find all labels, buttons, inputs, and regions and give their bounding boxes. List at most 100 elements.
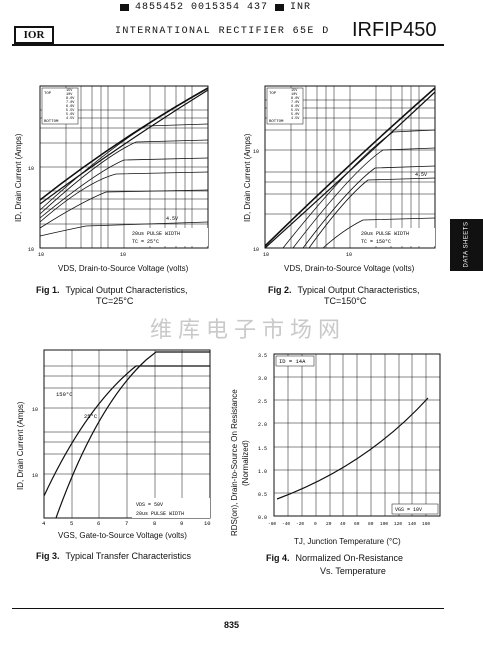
header-bar: 4855452 0015354 437 INR	[0, 0, 483, 16]
fig3-curve-150c	[43, 365, 210, 497]
fig1-note-1: 20us PULSE WIDTH	[132, 231, 180, 237]
fig3-xlabel: VGS, Gate-to-Source Voltage (volts)	[58, 531, 187, 540]
fig2-ytick-1: 10	[253, 149, 259, 155]
fig4-grid	[273, 353, 441, 517]
fig1-curve-10v	[39, 89, 209, 205]
fig1-note-box	[130, 228, 208, 246]
barcode-block-left	[120, 4, 129, 11]
fig4-caption-num: Fig 4.	[266, 553, 290, 563]
fig2-xlabel: VDS, Drain-to-Source Voltage (volts)	[284, 264, 415, 273]
fig1-vgs-0: 15V	[66, 89, 73, 93]
fig1-curve-15v	[39, 87, 209, 201]
fig1-vgs-4: 6.0V	[66, 105, 75, 109]
fig4-curve	[276, 397, 429, 500]
fig2-ytick-0: 10	[253, 247, 259, 253]
fig1-curve-5v	[39, 189, 209, 229]
fig4-chart: ID = 14A VGS = 10V 3.5 3.0 2.5 2.0 1.5 1…	[258, 353, 441, 527]
fig3-xtick-2: 6	[97, 520, 100, 526]
fig2-caption-text: Typical Output Characteristics,	[297, 285, 420, 295]
fig3-xtick-5: 9	[180, 520, 183, 526]
header-rule	[12, 44, 444, 46]
side-tab-label: DATA SHEETS	[463, 221, 470, 268]
fig2-curve-10v	[264, 91, 436, 249]
fig4-id-box	[275, 355, 315, 367]
fig1-vgs-7: 4.5V	[66, 117, 75, 121]
fig2-caption-2: TC=150°C	[324, 296, 367, 306]
fig1-xtick-0: 10	[38, 252, 44, 258]
fig2-curve-6v	[302, 165, 436, 249]
fig3-xtick-0: 4	[42, 520, 46, 526]
barcode-suffix: INR	[290, 2, 312, 13]
fig3-label-150c: 150°C	[56, 391, 73, 398]
fig2-legend-top: TOP	[269, 92, 277, 96]
fig2-curve-15v	[264, 87, 436, 247]
fig1-caption: Fig 1. Typical Output Characteristics,	[36, 285, 188, 295]
company-logo: IOR	[14, 26, 54, 44]
fig4-xtick-5: 40	[340, 521, 346, 527]
fig2-xtick-0: 10	[263, 252, 269, 258]
fig1-vgs-3: 7.0V	[66, 101, 75, 105]
part-number: IRFIP450	[352, 19, 437, 41]
fig2-vgs-3: 7.0V	[291, 101, 300, 105]
page-number: 835	[224, 620, 240, 630]
fig2-ylabel: ID, Drain Current (Amps)	[243, 133, 252, 222]
watermark: 维库电子市场网	[150, 318, 347, 343]
fig1-caption-text: Typical Output Characteristics,	[65, 285, 188, 295]
fig4-xtick-3: 0	[314, 521, 317, 527]
fig2-curve-55v	[308, 177, 436, 249]
fig1-vgs-1: 10V	[66, 93, 73, 97]
fig1-xtick-1: 10	[120, 252, 126, 258]
fig2-vgs-5: 5.5V	[291, 109, 300, 113]
fig4-xtick-0: -60	[268, 521, 276, 527]
fig1-vgs-2: 8.0V	[66, 97, 75, 101]
fig2-curve-8v	[282, 129, 436, 249]
fig1-ytick-1: 10	[28, 166, 34, 172]
fig4-xtick-9: 120	[394, 521, 402, 527]
fig3-ylabel: ID, Drain Current (Amps)	[16, 401, 25, 490]
fig4-ytick-6: 3.0	[258, 376, 267, 382]
fig4-ytick-7: 3.5	[258, 353, 267, 359]
fig3-curve-25c	[55, 351, 210, 519]
fig3-caption-num: Fig 3.	[36, 551, 60, 561]
fig2-vgs-6: 5.0V	[291, 113, 300, 117]
fig3-note-box	[132, 498, 210, 518]
fig4-xtick-2: -20	[296, 521, 304, 527]
fig4-ytick-3: 1.5	[258, 446, 267, 452]
fig1-curve-label: 4.5V	[166, 216, 178, 222]
fig4-ytick-0: 0.0	[258, 515, 267, 521]
fig2-curve-label: 4.5V	[415, 172, 427, 178]
fig4-xlabel: TJ, Junction Temperature (°C)	[294, 537, 401, 546]
fig4-caption: Fig 4. Normalized On-Resistance	[266, 553, 403, 563]
fig2-note-2: TC = 150°C	[361, 239, 391, 245]
fig4-caption-text: Normalized On-Resistance	[295, 553, 404, 563]
fig2-curve-45v	[322, 217, 436, 249]
fig4-ytick-1: 0.5	[258, 492, 267, 498]
fig4-ylabel-2: (Normalized)	[241, 440, 250, 486]
fig4-xtick-7: 80	[368, 521, 374, 527]
fig1-note-2: TC = 25°C	[132, 239, 159, 245]
fig2-vgs-0: 15V	[291, 89, 298, 93]
fig3-note-1: VDS = 50V	[136, 502, 163, 508]
fig4-vgs-box	[391, 503, 439, 515]
fig4-id-label: ID = 14A	[279, 358, 306, 365]
fig3-ytick-0: 10	[32, 473, 38, 479]
fig2-vgs-4: 6.0V	[291, 105, 300, 109]
fig4-xtick-8: 100	[380, 521, 388, 527]
fig1-caption-num: Fig 1.	[36, 285, 60, 295]
fig2-note-1: 20us PULSE WIDTH	[361, 231, 409, 237]
fig2-curves	[264, 87, 436, 249]
fig2-vgs-2: 8.0V	[291, 97, 300, 101]
fig2-legend-box	[266, 87, 304, 125]
fig4-xtick-1: -40	[282, 521, 290, 527]
fig3-caption: Fig 3. Typical Transfer Characteristics	[36, 551, 191, 561]
fig4-caption-2: Vs. Temperature	[320, 566, 386, 576]
fig2-curve-7v	[292, 147, 436, 249]
fig3-xtick-4: 8	[153, 520, 156, 526]
side-tab: DATA SHEETS	[450, 219, 483, 271]
fig3-grid	[43, 349, 211, 519]
fig2-vgs-7: 4.5V	[291, 117, 300, 121]
fig1-chart: TOP BOTTOM 15V 10V 8.0V 7.0V 6.0V 5.5V 5…	[28, 85, 209, 258]
fig3-note-2: 20us PULSE WIDTH	[136, 511, 184, 517]
fig3-curves	[43, 351, 210, 519]
fig1-legend-bottom: BOTTOM	[44, 120, 59, 124]
